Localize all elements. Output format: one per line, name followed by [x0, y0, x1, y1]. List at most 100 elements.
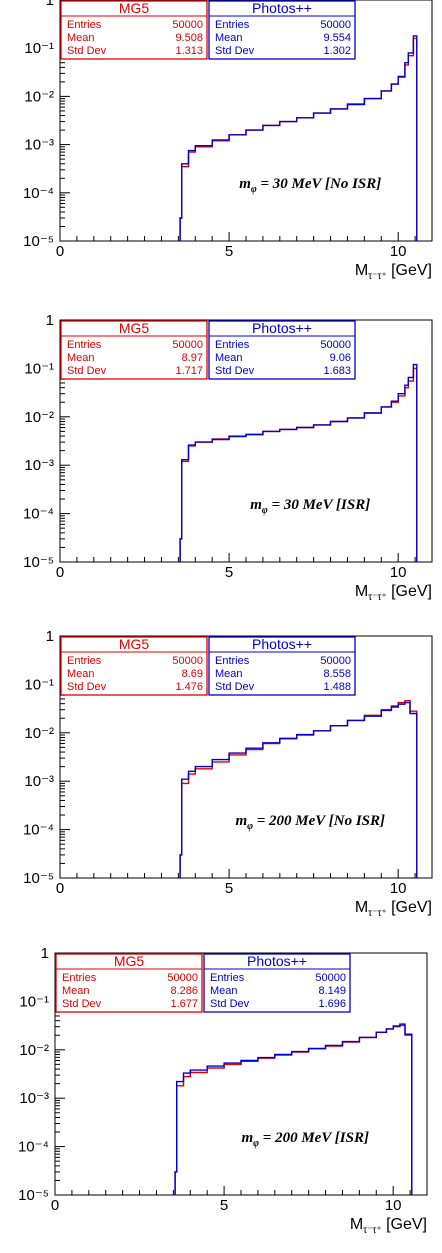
x-axis-label: Mτ⁻τ⁺ [GeV]	[355, 899, 432, 919]
stat-value: 9.554	[323, 32, 351, 44]
y-tick-label: 10⁻⁵	[23, 233, 54, 250]
stat-value: 1.683	[323, 365, 351, 377]
y-tick-label: 10⁻¹	[19, 993, 49, 1010]
stat-key: Std Dev	[62, 998, 102, 1010]
stat-value: 1.677	[170, 998, 198, 1010]
stat-value: 1.313	[175, 45, 203, 57]
annotation-subscript: φ	[247, 821, 253, 832]
x-axis-label-sub: τ⁻τ⁺	[368, 592, 386, 603]
chart-panel-3: 1 10⁻¹ 10⁻² 10⁻³ 10⁻⁴ 10⁻⁵0 5 10 Mτ⁻τ⁺ [GeV] mφ =…	[23, 628, 433, 919]
stat-box-title: MG5	[119, 0, 150, 16]
stat-box-photos: Photos++Entries 50000 Mean 8.149 Std Dev 1.69…	[203, 953, 351, 1013]
annotation: mφ = 200 MeV [ISR]	[242, 1130, 369, 1149]
x-tick-label: 10	[390, 564, 407, 581]
stat-box-title: Photos++	[247, 953, 307, 969]
stat-box-title: Photos++	[252, 0, 312, 16]
stat-value: 1.488	[323, 681, 351, 693]
stat-value: 9.508	[175, 32, 203, 44]
annotation-text: = 30 MeV [No ISR]	[257, 176, 382, 192]
y-tick-label: 10⁻²	[24, 88, 54, 105]
stat-value: 1.476	[175, 681, 203, 693]
y-tick-label: 10⁻¹	[24, 360, 54, 377]
series-line-mg5	[179, 700, 418, 878]
stat-box-title: MG5	[114, 953, 145, 969]
x-axis-label-base: M	[355, 262, 368, 279]
stat-value: 50000	[167, 972, 198, 984]
stat-box-photos: Photos++Entries 50000 Mean 8.558 Std Dev 1.48…	[208, 636, 356, 696]
y-tick-label: 10⁻⁴	[23, 185, 54, 202]
stat-value: 50000	[315, 972, 346, 984]
stat-key: Std Dev	[215, 365, 255, 377]
annotation: mφ = 200 MeV [No ISR]	[235, 813, 385, 832]
x-axis-label-base: M	[355, 899, 368, 916]
stat-value: 50000	[172, 339, 203, 351]
stat-value: 50000	[172, 19, 203, 31]
x-tick-label: 0	[56, 564, 64, 581]
x-tick-label: 0	[56, 243, 64, 260]
stat-key: Entries	[215, 19, 250, 31]
x-tick-label: 5	[225, 564, 233, 581]
stat-box-title: MG5	[119, 320, 150, 336]
x-tick-label: 5	[225, 880, 233, 897]
stat-box-title: MG5	[119, 636, 150, 652]
stat-box-title: Photos++	[252, 320, 312, 336]
series-line-mg5	[174, 1024, 413, 1195]
x-axis-label: Mτ⁻τ⁺ [GeV]	[355, 583, 432, 603]
x-tick-label: 10	[390, 243, 407, 260]
stat-key: Mean	[67, 668, 95, 680]
y-tick-label: 10⁻⁵	[23, 870, 54, 887]
stat-key: Entries	[62, 972, 97, 984]
x-axis-label-unit: [GeV]	[387, 583, 432, 600]
series-line-mg5	[179, 367, 418, 562]
x-axis-label: Mτ⁻τ⁺ [GeV]	[355, 262, 432, 282]
y-tick-label: 1	[41, 945, 49, 962]
stat-key: Entries	[215, 339, 250, 351]
stat-box-frame	[208, 320, 356, 380]
stat-value: 50000	[320, 655, 351, 667]
stat-value: 8.149	[318, 985, 346, 997]
annotation-symbol: m	[235, 813, 247, 829]
stat-key: Mean	[215, 668, 243, 680]
annotation-symbol: m	[250, 497, 262, 513]
stat-box-photos: Photos++Entries 50000 Mean 9.554 Std Dev 1.30…	[208, 0, 356, 60]
x-axis-label-sub: τ⁻τ⁺	[368, 908, 386, 919]
stat-box-photos: Photos++Entries 50000 Mean 9.06 Std Dev 1.683	[208, 320, 356, 380]
annotation-text: = 30 MeV [ISR]	[268, 497, 370, 513]
y-tick-label: 10⁻⁴	[23, 822, 54, 839]
annotation: mφ = 30 MeV [No ISR]	[239, 176, 381, 195]
y-tick-label: 10⁻³	[24, 457, 54, 474]
y-tick-label: 10⁻²	[19, 1042, 49, 1059]
y-tick-label: 1	[46, 312, 54, 329]
x-tick-label: 5	[225, 243, 233, 260]
series-line-photos	[179, 363, 418, 562]
series-line-photos	[179, 701, 418, 878]
stat-key: Mean	[215, 352, 243, 364]
y-tick-label: 1	[46, 628, 54, 645]
y-tick-label: 10⁻³	[24, 137, 54, 154]
stat-key: Std Dev	[215, 681, 255, 693]
stat-box-frame	[208, 0, 356, 60]
annotation-text: = 200 MeV [ISR]	[259, 1130, 369, 1146]
stat-key: Std Dev	[67, 681, 107, 693]
stat-box-frame	[60, 320, 208, 380]
annotation-symbol: m	[242, 1130, 254, 1146]
x-axis-label-sub: τ⁻τ⁺	[368, 271, 386, 282]
stat-value: 1.696	[318, 998, 346, 1010]
stat-value: 8.286	[170, 985, 198, 997]
y-tick-label: 1	[46, 0, 54, 9]
chart-panel-1: 1 10⁻¹ 10⁻² 10⁻³ 10⁻⁴ 10⁻⁵0 5 10 Mτ⁻τ⁺ [GeV] mφ =…	[23, 0, 433, 282]
stat-key: Mean	[210, 985, 238, 997]
stat-value: 8.69	[182, 668, 203, 680]
stat-box-mg5: MG5 Entries 50000 Mean 8.69 Std Dev 1.476	[60, 636, 208, 696]
x-tick-label: 5	[220, 1197, 228, 1214]
x-axis-label-sub: τ⁻τ⁺	[363, 1225, 381, 1236]
annotation-symbol: m	[239, 176, 251, 192]
stat-value: 50000	[172, 655, 203, 667]
x-axis-label-unit: [GeV]	[387, 899, 432, 916]
stat-key: Mean	[62, 985, 90, 997]
stat-key: Entries	[215, 655, 250, 667]
stat-box-frame	[60, 0, 208, 60]
y-tick-label: 10⁻³	[19, 1090, 49, 1107]
x-axis-label-base: M	[355, 583, 368, 600]
x-tick-label: 0	[51, 1197, 59, 1214]
